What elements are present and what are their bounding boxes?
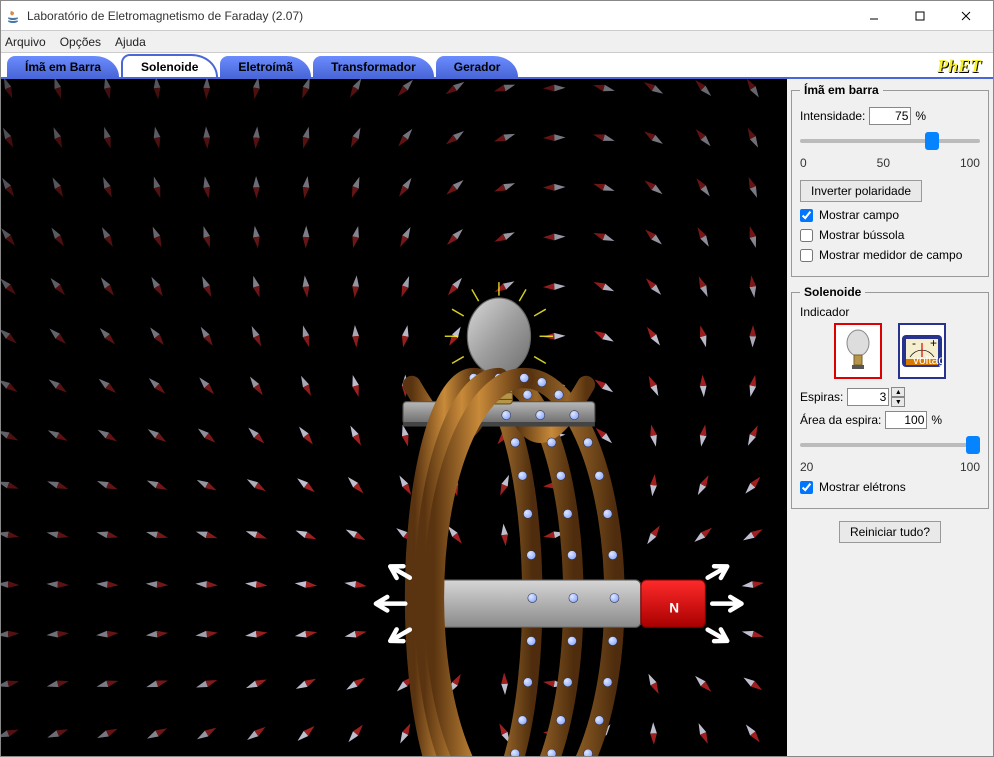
tabbar: Ímã em Barra Solenoide Eletroímã Transfo…	[1, 53, 993, 79]
app-window: Laboratório de Eletromagnetismo de Farad…	[0, 0, 994, 757]
menu-help[interactable]: Ajuda	[115, 35, 146, 49]
show-electrons-checkbox-row[interactable]: Mostrar elétrons	[800, 480, 980, 494]
close-button[interactable]	[943, 2, 989, 30]
reset-all-button[interactable]: Reiniciar tudo?	[839, 521, 941, 543]
indicator-group: - + voltage	[800, 323, 980, 379]
invert-polarity-button[interactable]: Inverter polaridade	[800, 180, 922, 202]
show-compass-label: Mostrar bússola	[819, 228, 904, 242]
intensity-slider[interactable]	[800, 131, 980, 151]
show-field-checkbox-row[interactable]: Mostrar campo	[800, 208, 980, 222]
window-buttons	[851, 2, 989, 30]
menu-options[interactable]: Opções	[60, 35, 101, 49]
panel-solenoid: Solenoide Indicador	[791, 285, 989, 509]
bulb-icon	[842, 329, 874, 373]
show-compass-checkbox[interactable]	[800, 229, 813, 242]
show-field-label: Mostrar campo	[819, 208, 899, 222]
maximize-button[interactable]	[897, 2, 943, 30]
indicator-bulb-option[interactable]	[834, 323, 882, 379]
java-icon	[5, 8, 21, 24]
panel-bar-magnet-title: Ímã em barra	[800, 83, 883, 97]
invert-row: Inverter polaridade	[800, 180, 980, 202]
panel-bar-magnet: Ímã em barra Intensidade: % 0 50 100 Inv…	[791, 83, 989, 277]
show-compass-checkbox-row[interactable]: Mostrar bússola	[800, 228, 980, 242]
tab-solenoid[interactable]: Solenoide	[121, 54, 218, 77]
tab-electromagnet[interactable]: Eletroímã	[220, 56, 311, 77]
area-unit: %	[931, 413, 942, 427]
area-slider-labels: 20 100	[800, 460, 980, 474]
svg-text:N: N	[669, 601, 679, 616]
espiras-down-button[interactable]: ▼	[891, 397, 905, 407]
espiras-input[interactable]	[847, 388, 889, 406]
espiras-label: Espiras:	[800, 390, 843, 404]
svg-text:+: +	[930, 336, 937, 350]
indicator-label: Indicador	[800, 305, 980, 319]
simulation-area[interactable]: SN	[1, 79, 787, 756]
reset-row: Reiniciar tudo?	[791, 521, 989, 543]
tab-transformer[interactable]: Transformador	[313, 56, 434, 77]
espiras-spinner: ▲ ▼	[847, 387, 905, 407]
show-meter-checkbox-row[interactable]: Mostrar medidor de campo	[800, 248, 980, 262]
espiras-row: Espiras: ▲ ▼	[800, 387, 980, 407]
content-area: SN Ímã em barra Intensidade: % 0 50 100	[1, 79, 993, 756]
show-electrons-checkbox[interactable]	[800, 481, 813, 494]
show-meter-label: Mostrar medidor de campo	[819, 248, 962, 262]
svg-text:voltage: voltage	[913, 353, 944, 367]
espiras-up-button[interactable]: ▲	[891, 387, 905, 397]
area-slider[interactable]	[800, 435, 980, 455]
simulation-canvas: SN	[1, 79, 787, 756]
svg-text:-: -	[912, 336, 916, 350]
menubar: Arquivo Opções Ajuda	[1, 31, 993, 53]
intensity-row: Intensidade: %	[800, 107, 980, 125]
indicator-voltmeter-option[interactable]: - + voltage	[898, 323, 946, 379]
intensity-input[interactable]	[869, 107, 911, 125]
area-label: Área da espira:	[800, 413, 881, 427]
show-meter-checkbox[interactable]	[800, 249, 813, 262]
panel-solenoid-title: Solenoide	[800, 285, 865, 299]
phet-logo: PhET	[937, 56, 987, 77]
titlebar: Laboratório de Eletromagnetismo de Farad…	[1, 1, 993, 31]
intensity-unit: %	[915, 109, 926, 123]
intensity-slider-wrap: 0 50 100	[800, 131, 980, 170]
menu-file[interactable]: Arquivo	[5, 35, 46, 49]
area-input[interactable]	[885, 411, 927, 429]
tab-bar-magnet[interactable]: Ímã em Barra	[7, 56, 119, 77]
tab-generator[interactable]: Gerador	[436, 56, 519, 77]
area-row: Área da espira: %	[800, 411, 980, 429]
show-electrons-label: Mostrar elétrons	[819, 480, 906, 494]
control-panel: Ímã em barra Intensidade: % 0 50 100 Inv…	[787, 79, 993, 756]
area-slider-wrap: 20 100	[800, 435, 980, 474]
show-field-checkbox[interactable]	[800, 209, 813, 222]
window-title: Laboratório de Eletromagnetismo de Farad…	[27, 9, 851, 23]
voltmeter-icon: - + voltage	[900, 333, 944, 369]
intensity-slider-labels: 0 50 100	[800, 156, 980, 170]
intensity-label: Intensidade:	[800, 109, 865, 123]
minimize-button[interactable]	[851, 2, 897, 30]
